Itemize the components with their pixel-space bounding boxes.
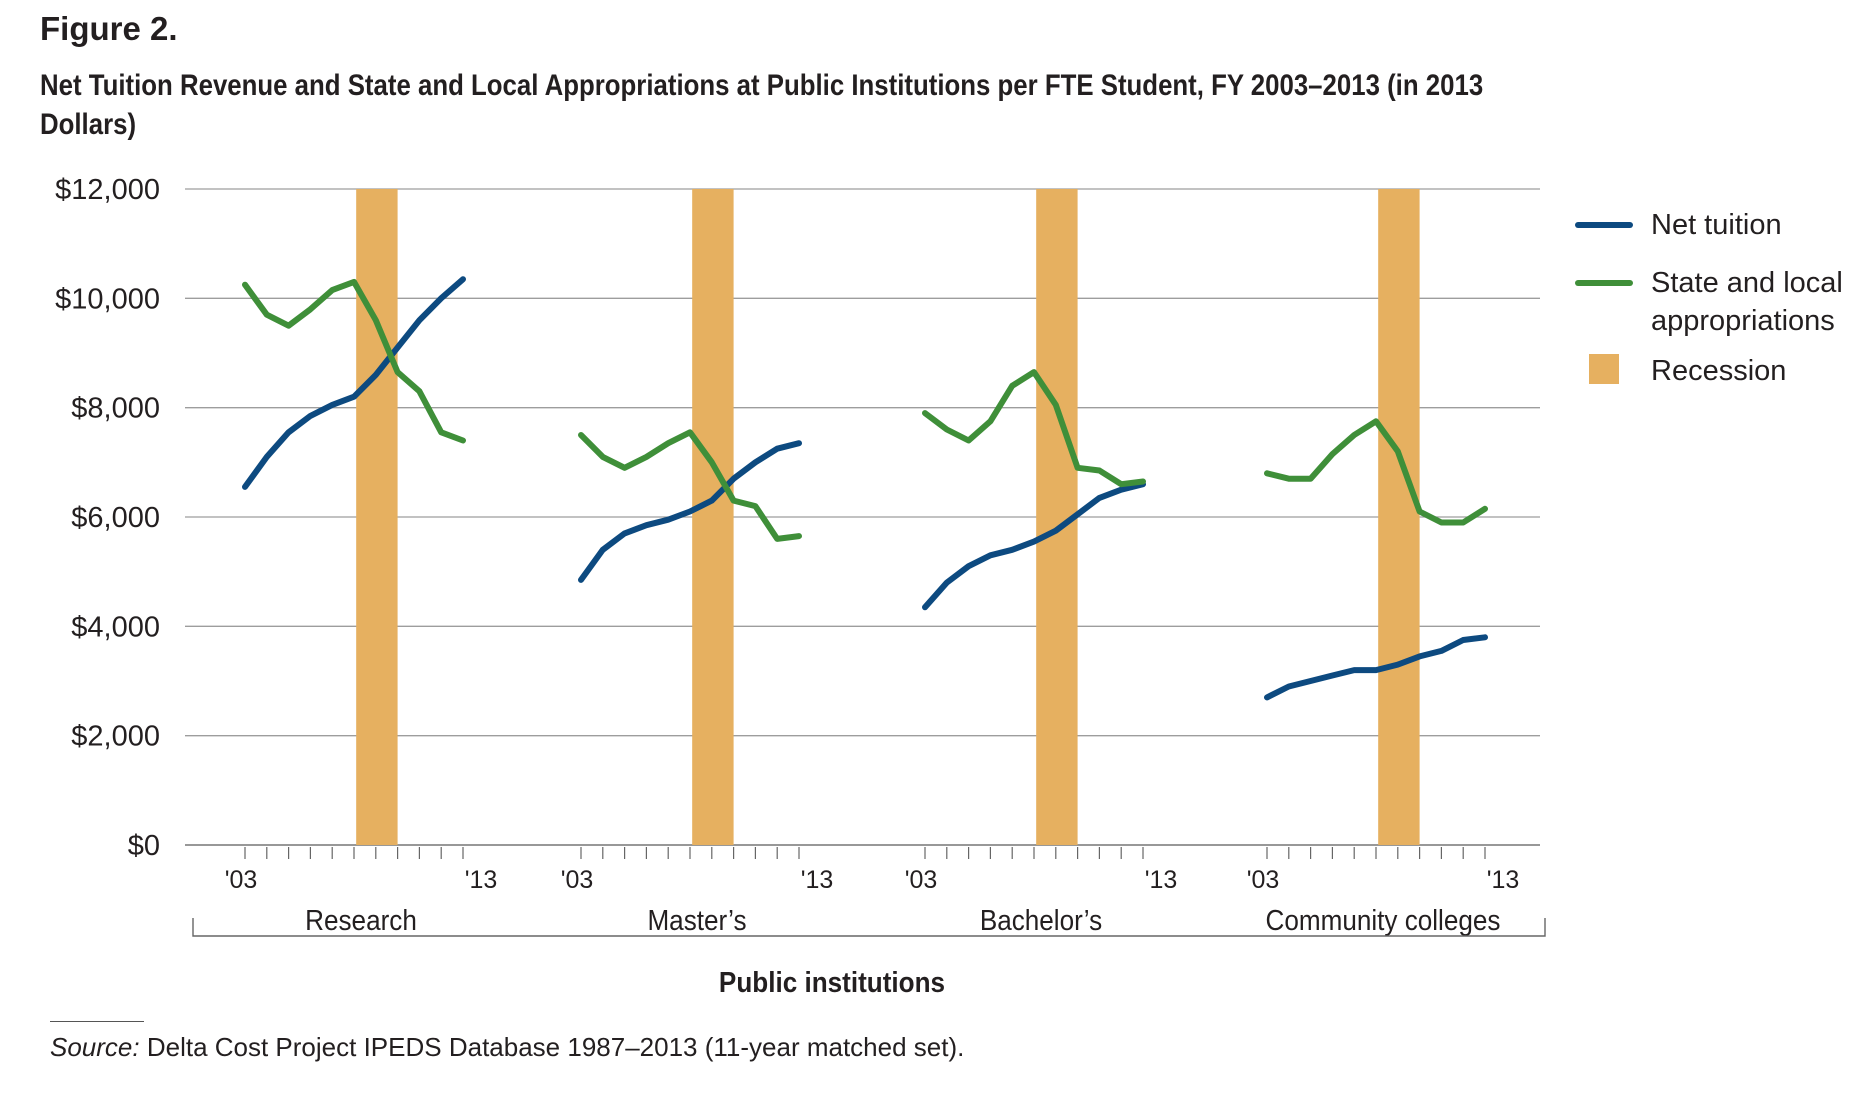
x-tick-label-start: '03 bbox=[905, 866, 938, 894]
legend-swatch-appropriations bbox=[1575, 280, 1633, 286]
group-label: Research bbox=[305, 904, 417, 937]
y-tick-label: $8,000 bbox=[71, 393, 160, 425]
group-label: Master’s bbox=[647, 904, 746, 937]
x-tick-label-start: '03 bbox=[1247, 866, 1280, 894]
chart-title: Net Tuition Revenue and State and Local … bbox=[40, 69, 1484, 141]
group-bracket bbox=[192, 918, 1546, 937]
group-label: Bachelor’s bbox=[980, 904, 1102, 937]
source-label: Source: bbox=[50, 1032, 140, 1062]
figure-label: Figure 2. bbox=[40, 10, 178, 47]
series-appropriations bbox=[1264, 418, 1488, 526]
y-tick-label: $12,000 bbox=[55, 174, 160, 206]
y-tick-label: $10,000 bbox=[55, 283, 160, 315]
y-tick-label: $6,000 bbox=[71, 502, 160, 534]
gridlines bbox=[185, 188, 1540, 846]
source-note: Source: Delta Cost Project IPEDS Databas… bbox=[50, 1032, 964, 1063]
y-tick-labels: $0 $2,000 $4,000 $6,000 $8,000 $10,000 $12,000 bbox=[55, 174, 160, 862]
x-tick-label-end: '13 bbox=[465, 866, 498, 894]
chart-canvas: $0 $2,000 $4,000 $6,000 $8,000 $10,000 $12,000… bbox=[55, 174, 1546, 999]
x-axis: '03 '13 Research '03 '13 Master’s '03 '13 Bachel… bbox=[192, 847, 1546, 937]
source-text: Delta Cost Project IPEDS Database 1987–2… bbox=[139, 1032, 965, 1062]
legend-label-net-tuition: Net tuition bbox=[1651, 209, 1782, 241]
series-appropriations bbox=[578, 429, 802, 542]
x-axis-label: Public institutions bbox=[719, 966, 945, 999]
legend-swatch-recession bbox=[1589, 354, 1619, 384]
x-tick-label-end: '13 bbox=[801, 866, 834, 894]
x-tick-label-start: '03 bbox=[225, 866, 258, 894]
series-net-tuition bbox=[922, 481, 1146, 611]
series-net-tuition bbox=[242, 276, 466, 490]
legend-swatch-net-tuition bbox=[1575, 222, 1633, 228]
y-tick-label: $4,000 bbox=[71, 611, 160, 643]
source-rule bbox=[50, 1021, 144, 1022]
y-tick-label: $2,000 bbox=[71, 721, 160, 753]
legend-label-appropriations: State and local appropriations bbox=[1651, 267, 1843, 337]
series-appropriations bbox=[922, 369, 1146, 488]
series-net-tuition bbox=[1264, 634, 1488, 701]
x-tick-label-end: '13 bbox=[1487, 866, 1520, 894]
series-lines bbox=[242, 276, 1488, 701]
recession-bar bbox=[1378, 189, 1420, 845]
legend-label-recession: Recession bbox=[1651, 355, 1787, 387]
series-net-tuition bbox=[578, 440, 802, 583]
recession-bar bbox=[356, 189, 398, 845]
y-tick-label: $0 bbox=[128, 830, 160, 862]
x-tick-label-end: '13 bbox=[1145, 866, 1178, 894]
group-label: Community colleges bbox=[1266, 904, 1501, 937]
recession-bar bbox=[692, 189, 734, 845]
series-appropriations bbox=[242, 278, 466, 444]
x-tick-label-start: '03 bbox=[561, 866, 594, 894]
